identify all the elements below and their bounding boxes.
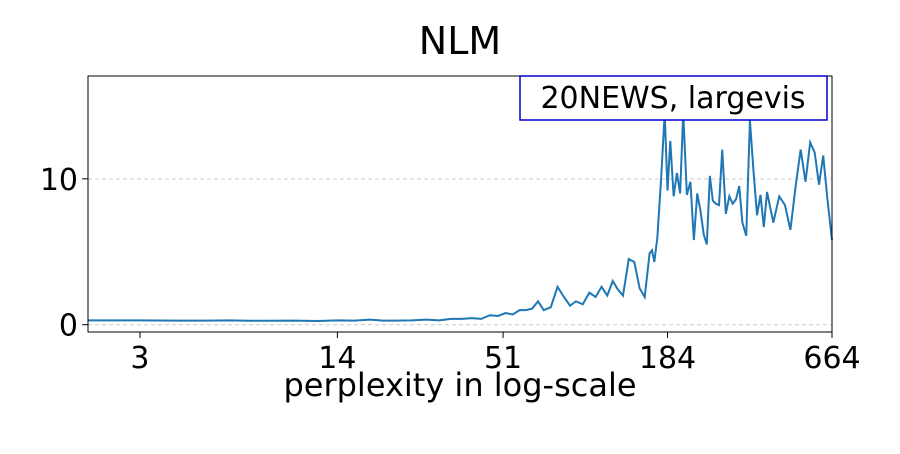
axes-frame	[87, 75, 833, 333]
annotation: 20NEWS, largevis	[540, 81, 805, 116]
x-tick-label: 3	[130, 341, 149, 376]
x-tick-label: 51	[484, 341, 522, 376]
x-axis-label: perplexity in log-scale	[283, 366, 636, 404]
y-tick-label: 10	[40, 163, 78, 198]
x-tick-label: 184	[639, 341, 696, 376]
annotation-box	[519, 75, 828, 121]
chart-title: NLM	[419, 19, 501, 63]
y-tick-label: 0	[59, 309, 78, 344]
data-line	[88, 113, 833, 323]
x-tick-label: 14	[318, 341, 356, 376]
x-tick-label: 664	[803, 341, 860, 376]
plot-area: 0 10 3 14 51 184 664	[40, 113, 861, 376]
